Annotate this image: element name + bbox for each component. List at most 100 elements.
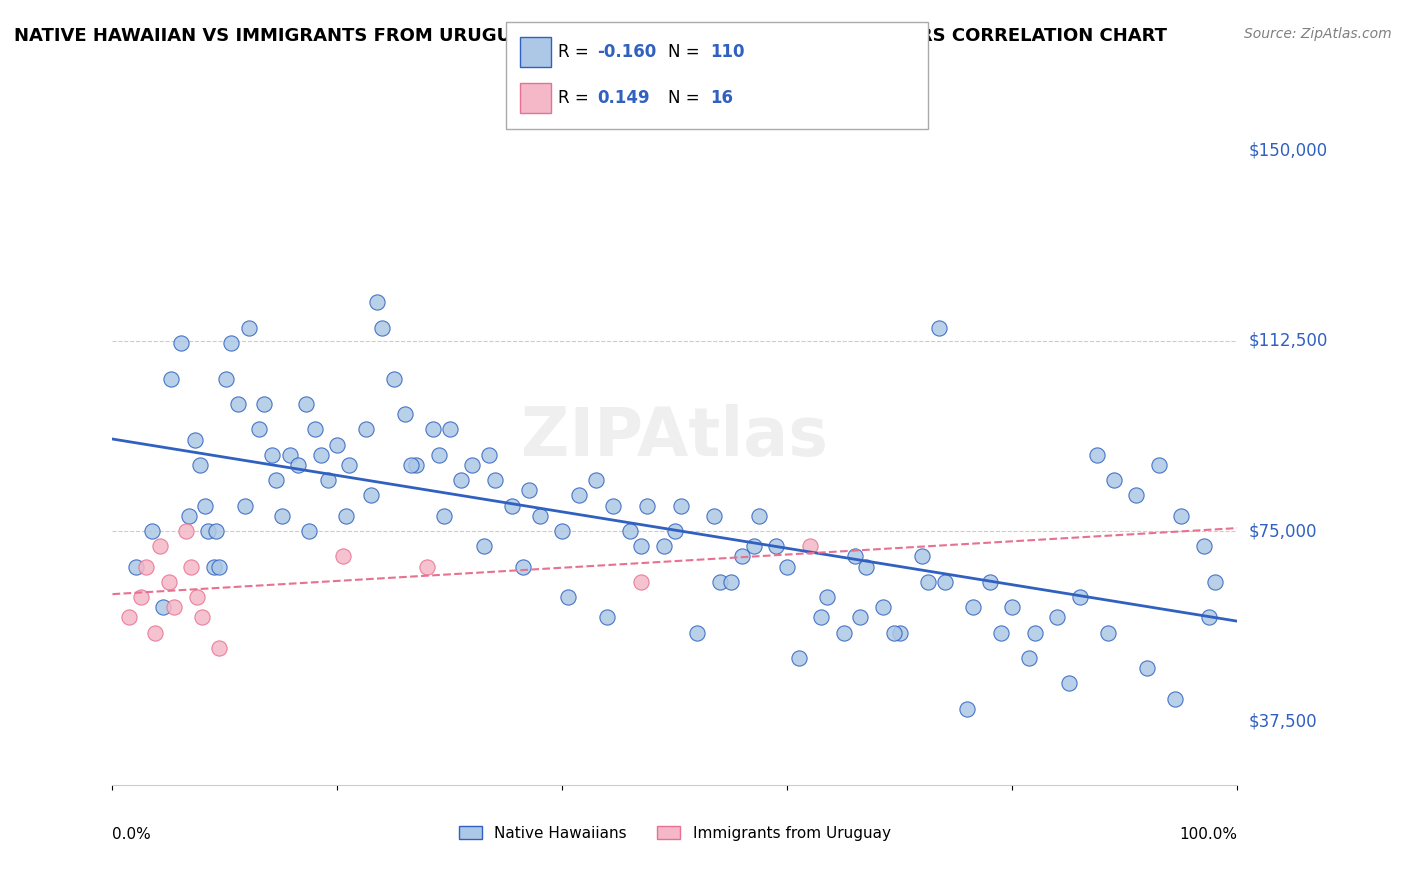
Text: $150,000: $150,000 <box>1249 141 1327 159</box>
Point <box>934 574 956 589</box>
Point <box>1147 458 1170 472</box>
Point <box>287 458 309 472</box>
Point <box>1001 600 1024 615</box>
Point <box>177 508 200 523</box>
Point <box>202 559 225 574</box>
Point <box>298 524 321 538</box>
Point <box>188 458 211 472</box>
Point <box>129 590 152 604</box>
Point <box>855 559 877 574</box>
Text: R =: R = <box>558 89 595 107</box>
Text: 110: 110 <box>710 43 745 61</box>
Point <box>1170 508 1192 523</box>
Point <box>619 524 641 538</box>
Text: 0.149: 0.149 <box>598 89 650 107</box>
Point <box>228 397 250 411</box>
Point <box>844 549 866 564</box>
Point <box>439 422 461 436</box>
Text: N =: N = <box>668 43 704 61</box>
Point <box>776 559 799 574</box>
Point <box>1046 610 1069 624</box>
Point <box>1125 488 1147 502</box>
Point <box>630 574 652 589</box>
Point <box>883 625 905 640</box>
Point <box>787 651 810 665</box>
Point <box>652 539 675 553</box>
Point <box>810 610 832 624</box>
Text: $37,500: $37,500 <box>1249 713 1317 731</box>
Point <box>815 590 838 604</box>
Legend: Native Hawaiians, Immigrants from Uruguay: Native Hawaiians, Immigrants from Urugua… <box>453 820 897 847</box>
Text: $75,000: $75,000 <box>1249 522 1317 540</box>
Point <box>956 702 979 716</box>
Text: 16: 16 <box>710 89 733 107</box>
Point <box>602 499 624 513</box>
Point <box>262 448 284 462</box>
Point <box>163 600 186 615</box>
Point <box>215 372 238 386</box>
Point <box>962 600 984 615</box>
Text: N =: N = <box>668 89 704 107</box>
Point <box>551 524 574 538</box>
Point <box>354 422 377 436</box>
Point <box>911 549 934 564</box>
Point <box>186 590 208 604</box>
Point <box>731 549 754 564</box>
Point <box>366 295 388 310</box>
Point <box>197 524 219 538</box>
Point <box>183 433 205 447</box>
Point <box>271 508 294 523</box>
Point <box>928 321 950 335</box>
Point <box>335 508 357 523</box>
Point <box>318 473 340 487</box>
Point <box>917 574 939 589</box>
Point <box>427 448 450 462</box>
Point <box>1192 539 1215 553</box>
Point <box>979 574 1001 589</box>
Point <box>669 499 692 513</box>
Point <box>686 625 709 640</box>
Point <box>596 610 619 624</box>
Point <box>152 600 174 615</box>
Point <box>1204 574 1226 589</box>
Point <box>990 625 1012 640</box>
Point <box>394 407 416 421</box>
Point <box>194 499 217 513</box>
Point <box>174 524 197 538</box>
Point <box>765 539 787 553</box>
Point <box>1018 651 1040 665</box>
Text: -0.160: -0.160 <box>598 43 657 61</box>
Point <box>332 549 354 564</box>
Point <box>450 473 472 487</box>
Point <box>295 397 318 411</box>
Point <box>799 539 821 553</box>
Text: ZIPAtlas: ZIPAtlas <box>522 404 828 470</box>
Point <box>1136 661 1159 675</box>
Point <box>371 321 394 335</box>
Point <box>170 336 193 351</box>
Point <box>208 559 231 574</box>
Point <box>160 372 183 386</box>
Point <box>253 397 276 411</box>
Point <box>557 590 579 604</box>
Point <box>889 625 911 640</box>
Point <box>529 508 551 523</box>
Point <box>278 448 301 462</box>
Point <box>360 488 382 502</box>
Point <box>118 610 141 624</box>
Point <box>309 448 332 462</box>
Point <box>478 448 501 462</box>
Point <box>157 574 180 589</box>
Point <box>1102 473 1125 487</box>
Point <box>1057 676 1080 690</box>
Point <box>720 574 742 589</box>
Point <box>337 458 360 472</box>
Point <box>208 640 231 655</box>
Point <box>405 458 427 472</box>
Point <box>143 625 166 640</box>
Point <box>568 488 591 502</box>
Point <box>233 499 256 513</box>
Point <box>326 438 349 452</box>
Text: $112,500: $112,500 <box>1249 332 1327 350</box>
Point <box>416 559 439 574</box>
